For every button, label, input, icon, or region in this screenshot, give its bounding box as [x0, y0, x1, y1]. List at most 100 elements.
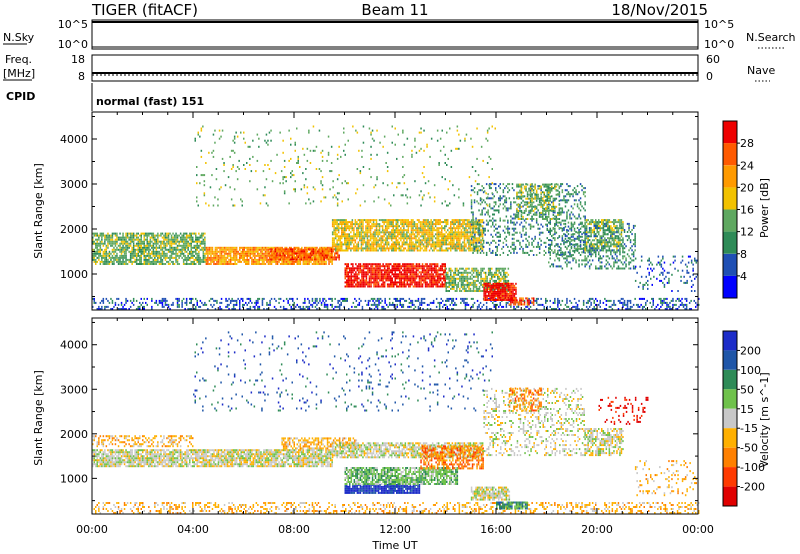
- power-range-cell: [205, 256, 208, 259]
- power-range-cell: [267, 258, 270, 261]
- power-range-cell: [185, 299, 188, 302]
- cpid-value: normal (fast) 151: [96, 95, 204, 108]
- power-range-cell: [353, 247, 355, 250]
- power-range-cell: [201, 258, 203, 261]
- power-range-cell: [385, 263, 387, 266]
- power-range-cell: [389, 247, 391, 250]
- power-range-cell: [426, 273, 428, 276]
- power-range-cell: [445, 303, 447, 306]
- power-range-cell: [139, 246, 141, 249]
- power-range-cell: [386, 277, 389, 280]
- power-range-cell: [246, 250, 248, 253]
- power-range-cell: [252, 248, 255, 251]
- power-range-cell: [494, 275, 496, 278]
- power-range-cell: [357, 245, 360, 248]
- power-range-cell: [195, 305, 197, 308]
- power-range-cell: [593, 301, 595, 304]
- power-range-cell: [294, 252, 296, 255]
- power-range-cell: [430, 273, 433, 276]
- power-range-cell: [369, 239, 372, 242]
- power-range-cell: [696, 303, 698, 306]
- power-range-cell: [406, 267, 409, 270]
- power-range-cell: [320, 303, 323, 306]
- power-range-cell: [432, 273, 434, 276]
- power-range-cell: [149, 232, 152, 235]
- power-range-cell: [411, 299, 414, 302]
- power-range-cell: [199, 236, 202, 239]
- power-range-cell: [143, 250, 145, 253]
- power-range-cell: [374, 233, 376, 236]
- power-range-cell: [383, 271, 386, 274]
- power-range-cell: [409, 275, 412, 278]
- power-range-cell: [421, 263, 424, 266]
- power-range-cell: [311, 256, 314, 259]
- power-range-cell: [392, 221, 394, 224]
- power-range-cell: [410, 305, 412, 308]
- power-range-cell: [99, 308, 102, 310]
- power-range-cell: [311, 305, 314, 308]
- power-range-cell: [374, 269, 377, 272]
- power-range-cell: [419, 227, 422, 230]
- power-range-cell: [361, 308, 364, 310]
- power-range-cell: [157, 234, 159, 237]
- power-range-cell: [353, 239, 355, 242]
- power-range-cell: [383, 275, 386, 278]
- power-range-cell: [341, 241, 343, 244]
- power-range-cell: [350, 247, 352, 250]
- power-range-cell: [628, 308, 630, 310]
- power-range-cell: [148, 242, 150, 245]
- power-range-cell: [161, 301, 164, 304]
- power-range-cell: [366, 231, 369, 234]
- power-range-cell: [182, 252, 185, 255]
- power-range-cell: [146, 258, 148, 261]
- power-range-cell: [192, 240, 194, 243]
- power-range-cell: [569, 308, 571, 310]
- power-range-cell: [145, 244, 147, 247]
- power-range-cell: [185, 232, 188, 235]
- power-range-cell: [349, 285, 351, 288]
- power-range-cell: [480, 219, 482, 222]
- power-range-cell: [433, 241, 435, 244]
- power-range-cell: [416, 227, 419, 230]
- power-range-cell: [481, 225, 484, 228]
- power-range-cell: [122, 234, 124, 237]
- power-range-cell: [286, 254, 289, 257]
- power-range-cell: [290, 256, 292, 259]
- power-range-cell: [410, 235, 413, 238]
- power-range-cell: [302, 263, 305, 265]
- power-range-cell: [474, 239, 476, 242]
- power-range-cell: [357, 243, 360, 246]
- power-range-cell: [226, 246, 229, 249]
- power-range-cell: [345, 221, 347, 224]
- power-range-cell: [422, 245, 425, 248]
- power-range-cell: [243, 252, 245, 255]
- power-range-cell: [421, 265, 424, 268]
- power-range-cell: [442, 235, 444, 238]
- power-range-cell: [332, 308, 335, 310]
- power-range-cell: [590, 301, 592, 304]
- power-range-cell: [399, 283, 401, 286]
- power-range-cell: [354, 241, 357, 244]
- power-range-cell: [608, 299, 611, 302]
- power-range-cell: [403, 277, 406, 280]
- power-range-cell: [122, 236, 124, 239]
- power-range-cell: [308, 252, 311, 255]
- power-range-cell: [404, 241, 407, 244]
- power-range-cell: [182, 248, 185, 251]
- power-range-cell: [344, 233, 346, 236]
- power-range-cell: [441, 233, 443, 236]
- power-range-cell: [335, 305, 338, 308]
- power-range-cell: [119, 250, 121, 253]
- power-range-cell: [373, 285, 375, 288]
- power-range-cell: [610, 305, 612, 308]
- power-range-cell: [251, 301, 253, 304]
- power-range-cell: [114, 254, 117, 257]
- power-range-cell: [480, 281, 482, 284]
- power-range-cell: [347, 271, 349, 274]
- power-range-cell: [295, 250, 297, 253]
- power-range-cell: [373, 281, 375, 284]
- power-range-cell: [439, 235, 441, 238]
- power-range-cell: [248, 258, 250, 261]
- power-range-cell: [193, 254, 195, 257]
- power-range-cell: [137, 248, 139, 251]
